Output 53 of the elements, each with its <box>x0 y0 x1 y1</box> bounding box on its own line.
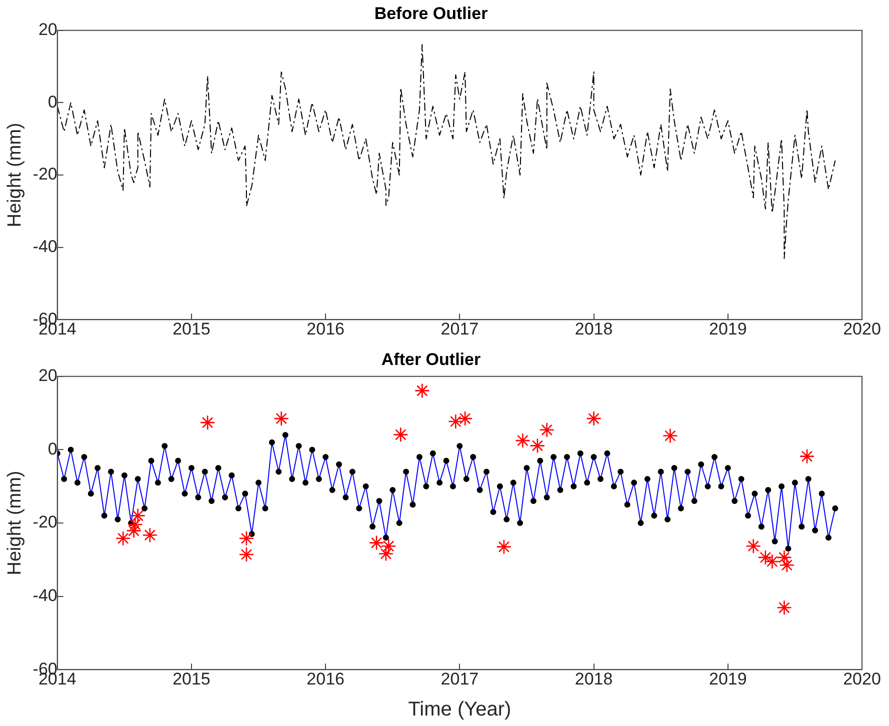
point <box>776 600 792 616</box>
point <box>378 546 394 562</box>
y-axis-title: Height (mm) <box>4 122 26 228</box>
x-tick-label: 2016 <box>306 669 344 688</box>
y-tick-label: -20 <box>32 512 58 532</box>
point <box>128 516 143 532</box>
point <box>530 438 546 454</box>
point <box>414 383 430 398</box>
x-tick-label: 2018 <box>574 319 613 338</box>
point <box>130 508 146 524</box>
point <box>115 530 131 546</box>
point <box>662 428 678 444</box>
point <box>764 554 780 570</box>
y-tick-label: -40 <box>32 236 58 256</box>
x-tick-label: 2017 <box>440 319 479 338</box>
x-tick-label: 2017 <box>440 669 479 688</box>
chart-title: After Outlier <box>381 350 481 369</box>
point <box>200 414 216 430</box>
y-axis-title: Height (mm) <box>4 470 26 576</box>
point <box>457 410 473 426</box>
point <box>393 427 408 442</box>
x-tick-label: 2018 <box>574 669 613 688</box>
point <box>142 527 158 543</box>
x-tick-label: 2020 <box>843 669 881 688</box>
point <box>758 550 774 566</box>
x-axis-title: Time (Year) <box>408 698 512 721</box>
point <box>274 410 289 426</box>
y-tick-label: 20 <box>38 366 58 386</box>
point <box>380 538 396 554</box>
point <box>368 535 384 550</box>
x-tick-label: 2015 <box>172 319 210 338</box>
y-tick-label: 0 <box>48 439 58 458</box>
point <box>799 448 815 464</box>
x-tick-label: 2015 <box>172 669 210 688</box>
point <box>238 546 254 562</box>
y-tick-label: 0 <box>48 92 58 112</box>
point <box>496 539 512 554</box>
x-tick-label: 2020 <box>843 319 881 338</box>
x-tick-label: 2016 <box>306 319 344 338</box>
point <box>126 523 142 538</box>
y-tick-label: -20 <box>32 164 58 184</box>
point <box>586 410 602 426</box>
point <box>746 538 762 554</box>
x-tick-label: 2019 <box>708 319 747 338</box>
point <box>539 422 555 438</box>
point <box>448 414 464 430</box>
y-tick-label: -40 <box>32 586 58 605</box>
chart-title: Before Outlier <box>374 4 488 23</box>
y-tick-label: 20 <box>38 20 58 40</box>
point <box>515 432 530 448</box>
x-tick-label: 2019 <box>708 669 747 688</box>
point <box>238 530 254 546</box>
line-series <box>57 44 836 260</box>
